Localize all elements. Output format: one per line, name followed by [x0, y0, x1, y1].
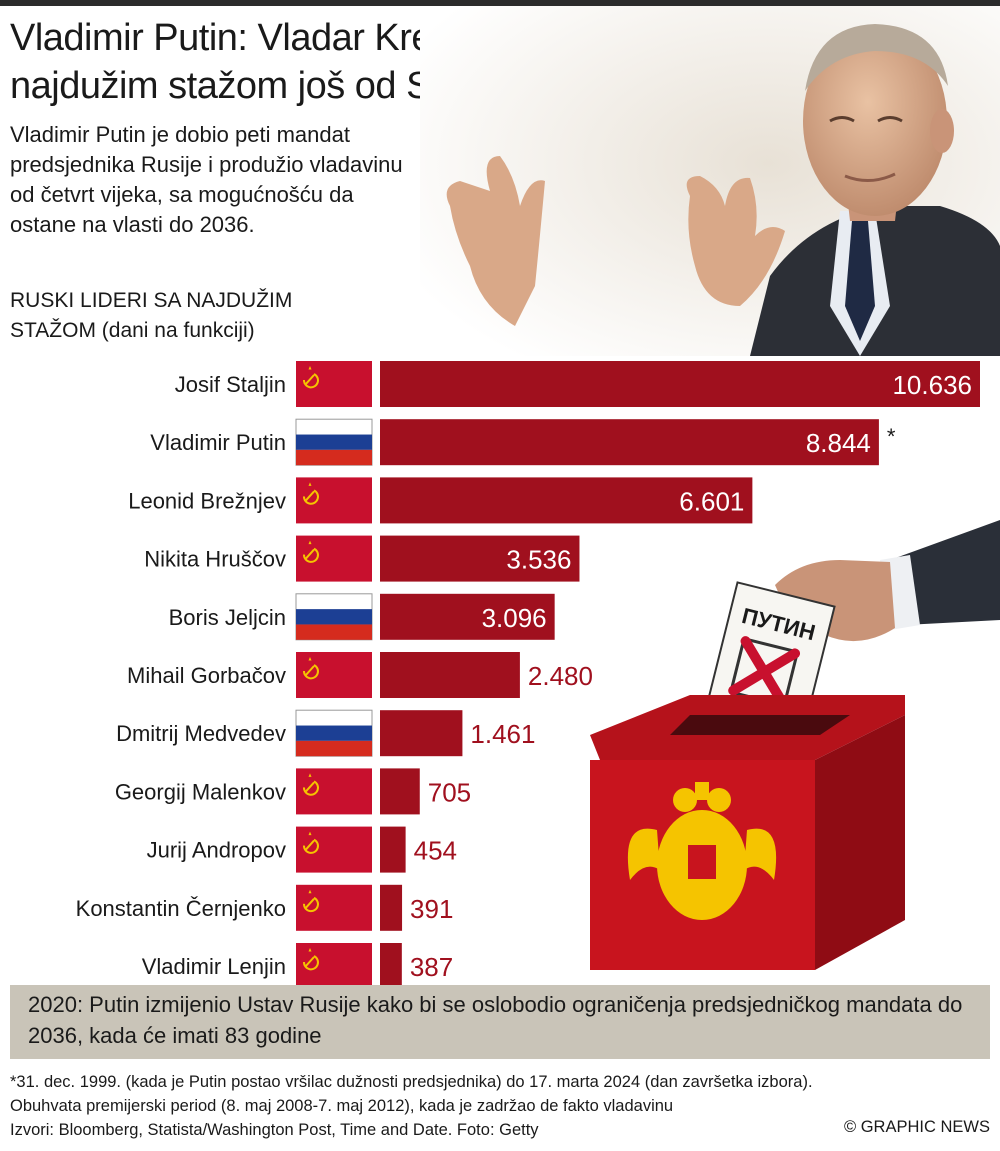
value-label: 2.480	[528, 661, 593, 691]
category-label: Vladimir Putin	[150, 430, 286, 455]
bar	[380, 710, 463, 757]
bar	[380, 768, 420, 815]
ussr-flag-icon	[296, 477, 372, 524]
ussr-flag-icon	[296, 884, 372, 931]
ussr-flag-icon	[296, 768, 372, 815]
category-label: Josif Staljin	[175, 372, 286, 397]
note-box: 2020: Putin izmijenio Ustav Rusije kako …	[10, 985, 990, 1059]
footnote-asterisk: *31. dec. 1999. (kada je Putin postao vr…	[10, 1073, 813, 1091]
ussr-flag-icon	[296, 652, 372, 698]
value-label: 387	[410, 952, 453, 982]
top-rule	[0, 0, 1000, 6]
note-text: 2020: Putin izmijenio Ustav Rusije kako …	[28, 992, 963, 1048]
category-label: Boris Jeljcin	[169, 605, 286, 630]
category-label: Konstantin Černjenko	[76, 896, 286, 921]
value-label: 3.096	[482, 603, 547, 633]
annotation-marker: *	[887, 424, 896, 449]
russia-flag-icon	[295, 709, 373, 757]
sources: Izvori: Bloomberg, Statista/Washington P…	[10, 1121, 539, 1139]
bar	[380, 361, 980, 407]
category-label: Leonid Brežnjev	[128, 488, 286, 513]
bar	[380, 884, 403, 931]
value-label: 6.601	[679, 486, 744, 516]
category-label: Vladimir Lenjin	[142, 954, 286, 979]
ussr-flag-icon	[296, 535, 372, 582]
bar	[380, 535, 580, 582]
russia-flag-icon	[295, 593, 373, 641]
category-label: Georgij Malenkov	[115, 779, 286, 804]
footnote-premier-period: Obuhvata premijerski period (8. maj 2008…	[10, 1097, 674, 1115]
category-label: Dmitrij Medvedev	[116, 721, 286, 746]
ballot-box-illustration: ПУТИН	[560, 500, 1000, 990]
value-label: 8.844	[806, 428, 871, 458]
bar	[380, 943, 402, 985]
value-label: 705	[428, 777, 471, 807]
bar	[380, 419, 879, 466]
value-label: 3.536	[506, 545, 571, 575]
footnotes: *31. dec. 1999. (kada je Putin postao vr…	[10, 1070, 990, 1142]
russia-flag-icon	[295, 418, 373, 466]
bar	[380, 652, 520, 698]
category-label: Nikita Hruščov	[144, 547, 286, 572]
value-label: 391	[410, 894, 453, 924]
credit: © GRAPHIC NEWS	[843, 1118, 990, 1136]
category-label: Jurij Andropov	[147, 838, 286, 863]
ussr-flag-icon	[296, 943, 372, 985]
bar-chart: Josif Staljin 10.636 Vladimir Putin 8.844 * L…	[76, 361, 980, 985]
value-label: 454	[414, 836, 457, 866]
value-label: 1.461	[470, 719, 535, 749]
bar	[380, 477, 753, 524]
ussr-flag-icon	[296, 361, 372, 407]
ussr-flag-icon	[296, 826, 372, 873]
putin-photo	[420, 6, 1000, 356]
value-label: 10.636	[892, 370, 972, 400]
bar	[380, 826, 406, 873]
bar	[380, 593, 555, 640]
category-label: Mihail Gorbačov	[127, 663, 286, 688]
subtitle: Vladimir Putin je dobio peti mandat pred…	[10, 122, 403, 237]
chart-heading: RUSKI LIDERI SA NAJDUŽIM STAŽOM (dani na…	[10, 289, 293, 342]
